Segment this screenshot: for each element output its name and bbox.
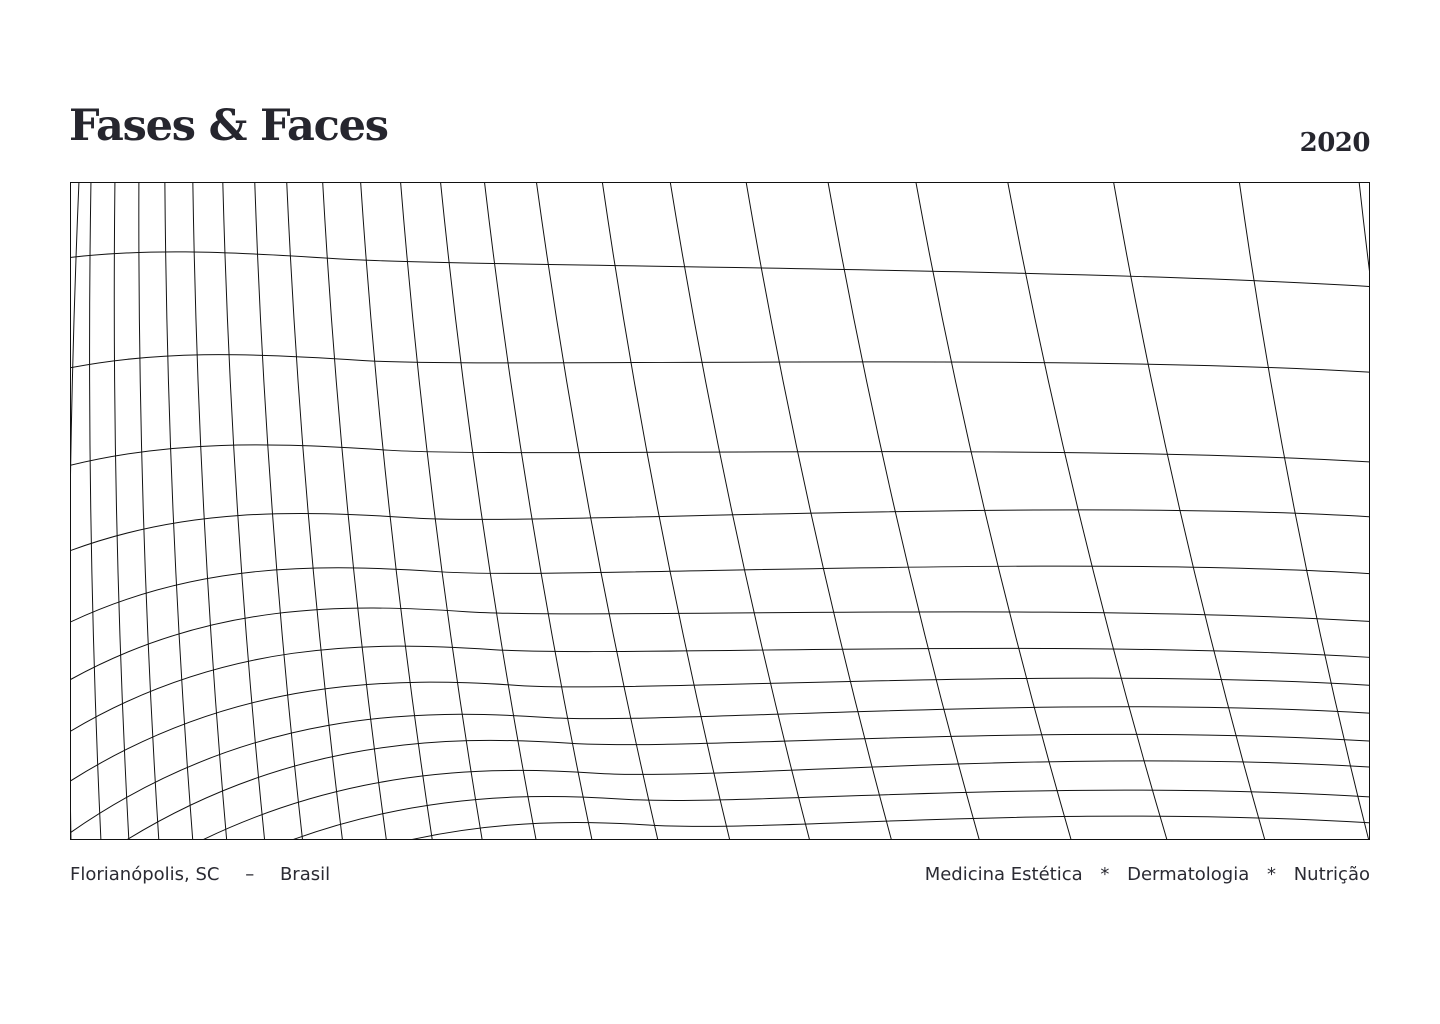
grid-vertical-line <box>669 183 810 839</box>
grid-horizontal-line <box>127 733 1369 839</box>
grid-vertical-line <box>440 183 537 839</box>
grid-vertical-line <box>89 183 102 839</box>
grid-vertical-line <box>601 183 731 839</box>
warped-grid-illustration <box>70 182 1370 840</box>
grid-vertical-line <box>138 183 160 839</box>
grid-vertical-line <box>192 183 228 839</box>
grid-horizontal-line <box>71 677 1369 782</box>
grid-vertical-line <box>484 183 593 839</box>
grid-vertical-line <box>71 183 80 839</box>
grid-horizontal-line <box>71 354 1369 373</box>
grid-horizontal-line <box>71 706 1369 833</box>
grid-vertical-line <box>536 183 659 839</box>
grid-horizontal-line <box>71 607 1369 680</box>
services-line: Medicina Estética * Dermatologia * Nutri… <box>925 862 1370 888</box>
grid-vertical-line <box>322 183 387 839</box>
grid-vertical-line <box>1007 183 1168 839</box>
grid-vertical-line <box>254 183 303 839</box>
location-separator: – <box>245 864 255 885</box>
grid-vertical-line <box>222 183 266 839</box>
grid-horizontal-line <box>293 789 1369 839</box>
brand-title: Fases & Faces <box>69 101 389 151</box>
grid-vertical-line <box>400 183 483 839</box>
grid-horizontal-line <box>71 645 1369 732</box>
location-line: Florianópolis, SC – Brasil <box>70 862 330 888</box>
asterisk-icon: * <box>1266 864 1276 885</box>
service-dermatologia: Dermatologia <box>1127 864 1250 885</box>
grid-vertical-line <box>1113 183 1266 839</box>
grid-horizontal-line <box>71 251 1369 287</box>
grid-horizontal-line <box>203 760 1369 839</box>
grid-vertical-line <box>164 183 194 839</box>
grid-vertical-line <box>915 183 1072 839</box>
year-label: 2020 <box>1299 128 1371 158</box>
grid-horizontal-line <box>71 509 1369 551</box>
grid-vertical-line <box>360 183 433 839</box>
grid-vertical-line <box>827 183 980 839</box>
warped-grid-graphic <box>71 183 1369 839</box>
grid-vertical-line <box>1238 183 1369 839</box>
location-city: Florianópolis, SC <box>70 864 220 885</box>
grid-horizontal-line <box>71 444 1369 466</box>
grid-horizontal-line <box>71 565 1369 623</box>
grid-horizontal-line <box>412 815 1369 839</box>
grid-vertical-line <box>113 183 130 839</box>
service-medicina-estetica: Medicina Estética <box>924 864 1083 885</box>
grid-vertical-line <box>745 183 892 839</box>
service-nutricao: Nutrição <box>1293 864 1370 885</box>
grid-vertical-line <box>286 183 343 839</box>
location-country: Brasil <box>279 864 331 885</box>
asterisk-icon: * <box>1100 864 1110 885</box>
